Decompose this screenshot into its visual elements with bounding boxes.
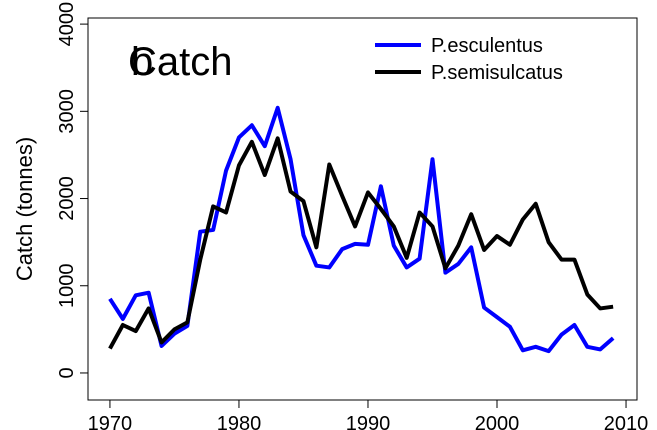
chart-title: Catch bbox=[128, 40, 233, 84]
series-line bbox=[108, 136, 614, 350]
legend-label: P.esculentus bbox=[431, 35, 543, 57]
x-tick-label: 2010 bbox=[604, 413, 649, 430]
x-tick-label: 1980 bbox=[217, 413, 262, 430]
y-axis-label: Catch (tonnes) bbox=[12, 137, 37, 281]
y-tick-label: 3000 bbox=[56, 89, 78, 134]
y-tick-label: 2000 bbox=[56, 176, 78, 221]
x-tick-label: 1970 bbox=[88, 413, 133, 430]
panel-label: b bbox=[131, 40, 153, 84]
y-tick-label: 0 bbox=[56, 367, 78, 378]
x-tick-label: 1990 bbox=[346, 413, 391, 430]
series-line bbox=[108, 105, 615, 354]
y-tick-label: 4000 bbox=[56, 2, 78, 47]
legend-label: P.semisulcatus bbox=[431, 62, 563, 84]
x-tick-label: 2000 bbox=[475, 413, 520, 430]
y-tick-label: 1000 bbox=[56, 263, 78, 308]
